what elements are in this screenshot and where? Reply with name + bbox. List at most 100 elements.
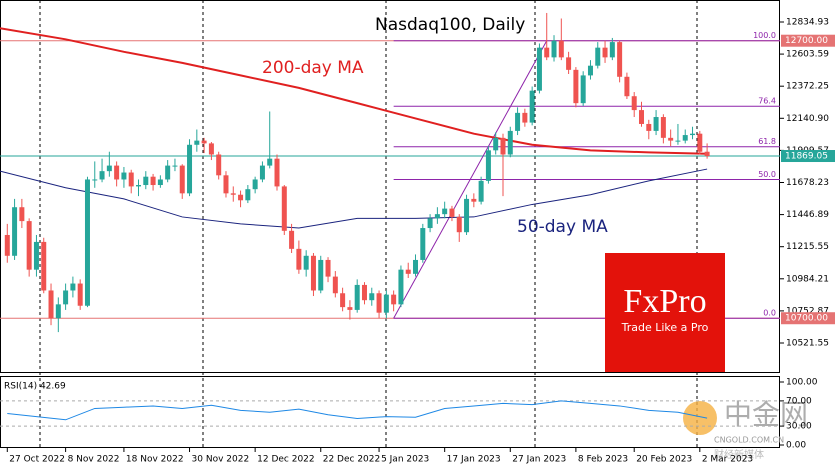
price-label-bg [781, 150, 835, 163]
candle-body [33, 241, 39, 270]
candle-body [340, 293, 346, 308]
price-label: 12700.00 [785, 36, 828, 46]
price-label: 10700.00 [785, 314, 828, 324]
rsi-tick-label: 0.00 [786, 441, 806, 451]
candle-body [41, 241, 47, 291]
candle-body [259, 165, 265, 180]
candle-body [267, 158, 273, 166]
candle-body [515, 112, 521, 131]
candle-body [19, 207, 25, 222]
candle-body [536, 47, 542, 91]
candle-body [420, 228, 426, 260]
y-tick-label: 12834.93 [786, 17, 829, 27]
candle-body [310, 255, 316, 291]
candle-body [500, 137, 506, 155]
price-label-bg [781, 34, 835, 47]
ma-line [0, 27, 708, 155]
candle-body [303, 255, 309, 270]
x-tick-label: 8 Feb 2023 [578, 455, 628, 465]
candle-body [609, 42, 615, 58]
candle-body [617, 42, 623, 77]
candle-body [675, 140, 681, 142]
x-tick-label: 12 Dec 2022 [257, 455, 315, 465]
candle-body [697, 133, 703, 152]
candle-body [602, 47, 608, 58]
candle-body [201, 140, 207, 144]
candle-body [544, 47, 550, 58]
candle-body [347, 307, 353, 310]
candle-body [456, 216, 462, 233]
candle-body [114, 165, 120, 180]
y-tick-label: 10752.87 [786, 306, 829, 316]
watermark-tagline: 财经新媒体 [714, 448, 764, 461]
ma-label: 200-day MA [262, 58, 364, 78]
candle-body [150, 176, 156, 186]
candle-body [580, 75, 586, 104]
candle-body [405, 269, 411, 274]
x-tick-label: 8 Nov 2022 [68, 455, 120, 465]
ma-label: 50-day MA [517, 217, 608, 237]
candle-body [646, 123, 652, 131]
y-tick-label: 11446.89 [786, 210, 829, 220]
rsi-tick-label: 70.00 [786, 396, 812, 406]
y-tick-label: 12140.90 [786, 114, 829, 124]
candle-body [70, 283, 76, 291]
candle-body [92, 179, 98, 181]
candle-body [413, 259, 419, 274]
candle-body [660, 117, 666, 138]
fib-label: 50.0 [758, 170, 776, 179]
fib-label: 100.0 [753, 31, 776, 40]
candle-body [165, 165, 171, 180]
candle-body [478, 180, 484, 202]
candle-body [638, 110, 644, 124]
candle-body [361, 284, 367, 301]
ma-line [0, 168, 708, 229]
candle-body [48, 290, 54, 319]
candle-body [157, 179, 163, 186]
y-tick-label: 12603.59 [786, 50, 829, 60]
candle-body [230, 193, 236, 195]
candle-body [179, 165, 185, 194]
candle-body [376, 293, 382, 313]
x-tick-label: 2 Mar 2023 [702, 455, 753, 465]
x-tick-label: 17 Jan 2023 [447, 455, 501, 465]
y-tick-label: 11215.55 [786, 242, 829, 252]
x-tick-label: 22 Dec 2022 [323, 455, 381, 465]
candle-body [449, 208, 455, 217]
price-label-bg [781, 312, 835, 325]
candle-body [624, 76, 630, 97]
x-tick-label: 27 Oct 2022 [9, 455, 65, 465]
candle-body [223, 175, 229, 194]
candle-body [464, 198, 470, 233]
fib-label: 61.8 [758, 137, 776, 146]
candle-body [573, 69, 579, 104]
candle-body [682, 135, 688, 141]
candle-body [522, 112, 528, 123]
candle-body [143, 176, 149, 186]
candle-body [529, 90, 535, 123]
candle-body [485, 150, 491, 181]
logo-box [605, 253, 725, 372]
candle-body [369, 293, 375, 301]
x-tick-label: 20 Feb 2023 [636, 455, 692, 465]
x-tick-label: 30 Nov 2022 [192, 455, 250, 465]
candle-body [318, 259, 324, 291]
watermark-icon [683, 401, 717, 435]
candle-body [566, 57, 572, 70]
candle-body [84, 179, 90, 306]
candle-body [398, 269, 404, 305]
watermark-name: 中金网 [724, 398, 808, 431]
candle-body [128, 172, 134, 187]
candle-body [55, 304, 61, 319]
candle-body [289, 230, 295, 249]
main-frame [0, 0, 780, 373]
y-tick-label: 10984.21 [786, 274, 829, 284]
candle-body [296, 248, 302, 270]
rsi-frame [0, 376, 780, 448]
chart-title: Nasdaq100, Daily [375, 15, 525, 35]
price-label: 11869.05 [785, 152, 828, 162]
watermark-site: CNGOLD.COM.CN [714, 436, 784, 445]
logo-tagline: Trade Like a Pro [621, 321, 709, 334]
candle-body [136, 185, 142, 187]
candle-body [551, 40, 557, 58]
